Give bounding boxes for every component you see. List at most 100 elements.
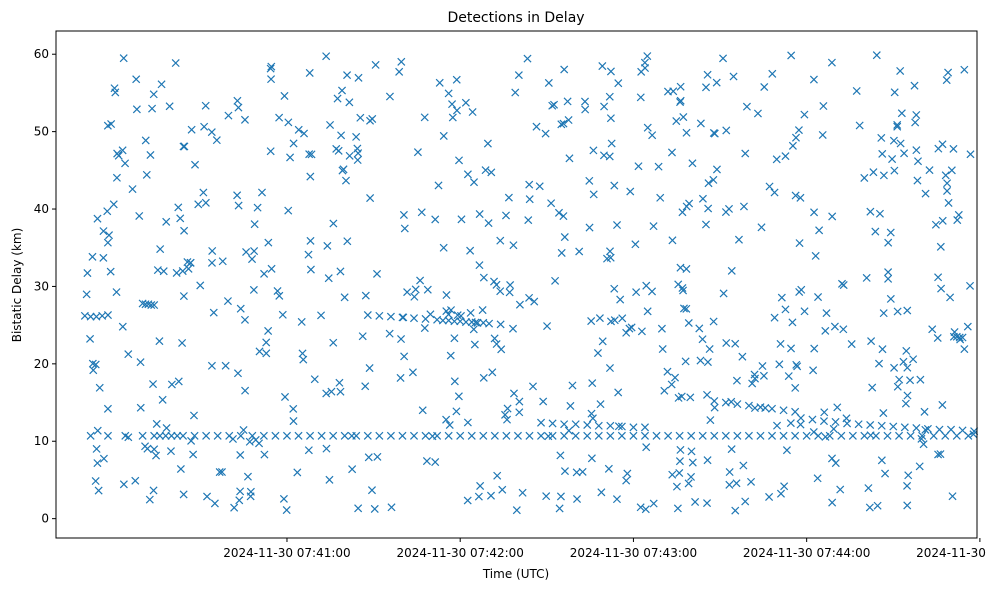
detection-point (866, 207, 875, 216)
detection-point (131, 476, 140, 485)
detection-point (900, 149, 909, 158)
detection-point (466, 246, 475, 255)
detection-point (375, 311, 384, 320)
detection-point (815, 226, 824, 235)
detection-point (88, 252, 97, 261)
detection-point (509, 389, 519, 398)
detection-point (560, 233, 569, 242)
detection-point (337, 131, 346, 140)
detection-point (719, 54, 728, 63)
detection-point (703, 358, 712, 367)
detection-point (704, 179, 713, 188)
detection-point (236, 304, 245, 313)
detection-point (135, 211, 144, 220)
detection-point (497, 345, 506, 354)
detection-point (184, 264, 193, 273)
detection-point (207, 128, 216, 137)
detection-point (878, 149, 887, 158)
detection-point (158, 395, 167, 404)
detection-point (479, 373, 488, 382)
detection-point (734, 235, 743, 244)
x-tick-label: 2024-11-30 07:43:00 (570, 546, 697, 560)
detection-point (109, 200, 118, 209)
detection-point (889, 422, 898, 431)
detection-point (208, 246, 217, 255)
detection-point (322, 389, 331, 398)
y-tick-label: 10 (34, 434, 49, 448)
detection-point (738, 352, 747, 361)
detection-point (909, 355, 918, 364)
detection-point (551, 276, 560, 285)
detection-point (765, 492, 774, 501)
detection-point (240, 315, 250, 324)
detection-point (890, 363, 899, 372)
detection-point (625, 324, 634, 333)
detection-point (598, 62, 607, 71)
detection-point (731, 339, 740, 348)
detection-point (902, 346, 911, 355)
detection-point (921, 189, 930, 198)
detection-point (356, 113, 365, 122)
detection-point (420, 113, 429, 122)
detection-point (931, 220, 940, 229)
detection-point (501, 211, 511, 220)
detection-point (136, 403, 145, 412)
detection-point (110, 84, 119, 93)
detection-point (696, 119, 705, 128)
detection-point (547, 199, 556, 208)
detection-point (903, 306, 912, 315)
detection-point (946, 293, 955, 302)
detection-point (657, 324, 666, 333)
detection-point (166, 447, 175, 456)
detection-point (509, 241, 518, 250)
detection-point (422, 457, 431, 466)
detection-point (598, 337, 607, 346)
detection-point (847, 340, 856, 349)
detection-point (543, 322, 552, 331)
detection-point (594, 431, 603, 440)
detection-point (687, 447, 696, 456)
detection-point (953, 216, 962, 225)
detection-point (809, 366, 818, 375)
detection-point (124, 433, 133, 442)
detection-point (912, 110, 921, 120)
detection-point (678, 208, 687, 217)
detection-point (915, 462, 924, 471)
detection-point (334, 146, 343, 155)
detection-point (564, 116, 573, 125)
detection-point (918, 431, 927, 440)
detection-point (674, 280, 683, 289)
detection-point (800, 110, 809, 119)
detection-point (767, 431, 777, 440)
detection-point (796, 413, 805, 423)
detection-point (178, 267, 187, 276)
detection-point (345, 98, 354, 107)
detection-point (663, 367, 672, 376)
detection-point (203, 492, 212, 501)
detection-point (515, 300, 524, 309)
detection-point (588, 414, 597, 423)
detection-point (580, 97, 590, 106)
detection-point (733, 400, 742, 409)
detection-point (937, 284, 946, 293)
detection-point (703, 390, 712, 399)
detection-point (233, 191, 242, 200)
detection-point (162, 423, 171, 433)
detection-point (171, 58, 180, 68)
detection-point (103, 207, 112, 216)
y-tick-label: 0 (41, 512, 49, 526)
detection-point (612, 495, 621, 504)
detection-point (884, 274, 893, 283)
detection-point (207, 361, 216, 370)
detection-point (463, 418, 472, 427)
detection-point (710, 396, 719, 406)
detection-point (411, 285, 420, 294)
detection-point (676, 445, 685, 454)
detection-point (810, 344, 819, 353)
detection-point (772, 421, 782, 430)
detection-point (473, 318, 482, 327)
detection-point (923, 424, 932, 433)
detection-point (916, 375, 925, 384)
detection-point (879, 171, 888, 180)
